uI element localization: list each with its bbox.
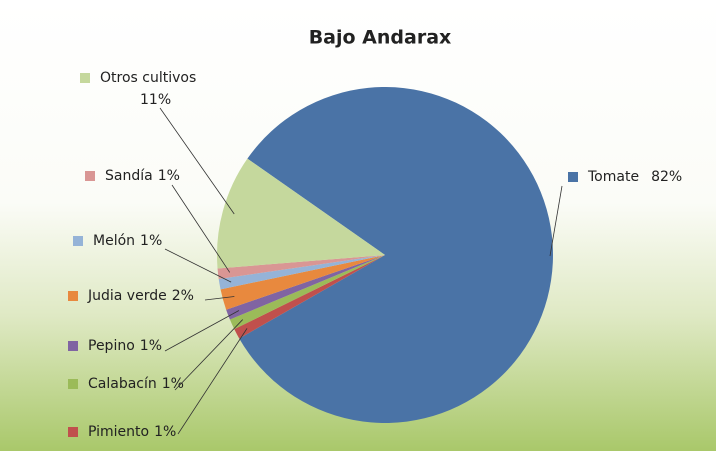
label-category: Pimiento	[88, 424, 149, 440]
data-label: Calabacín 1%	[88, 376, 184, 392]
pie-slice	[229, 255, 385, 330]
pie	[217, 87, 554, 424]
data-label: Sandía 1%	[105, 168, 180, 184]
leader-line	[177, 328, 248, 435]
data-label: Pepino 1%	[88, 338, 162, 354]
chart-title: Bajo Andarax	[309, 27, 452, 49]
leader-line	[174, 319, 244, 391]
label-value: 2%	[172, 288, 194, 304]
legend-swatch	[68, 427, 78, 437]
leader-line	[204, 296, 235, 301]
leader-line	[164, 248, 232, 283]
legend-swatch	[85, 171, 95, 181]
data-label: Tomate 82%	[587, 169, 682, 185]
label-category: Pepino	[88, 338, 135, 354]
leader-line	[159, 107, 235, 215]
legend-swatch	[68, 341, 78, 351]
label-value: 1%	[158, 168, 180, 184]
label-category: Sandía	[105, 168, 153, 184]
label-value: 1%	[140, 233, 162, 249]
data-label: Judia verde 2%	[87, 288, 194, 304]
label-category: Melón	[93, 233, 135, 249]
pie-slice	[220, 255, 385, 310]
pie-slice	[226, 255, 385, 320]
leader-line	[171, 184, 231, 273]
label-value: 11%	[140, 92, 171, 108]
label-value: 1%	[140, 338, 162, 354]
legend-swatch	[68, 379, 78, 389]
pie-slice	[239, 87, 554, 424]
leader-line	[164, 310, 240, 352]
label-category: Judia verde	[87, 288, 167, 304]
label-category: Tomate	[587, 169, 639, 185]
pie-slice	[218, 255, 385, 290]
label-value: 1%	[154, 424, 176, 440]
data-label: Otros cultivos	[100, 70, 196, 86]
label-category: Otros cultivos	[100, 70, 196, 86]
label-value: 1%	[162, 376, 184, 392]
legend-swatch	[68, 291, 78, 301]
labels: Tomate 82% Pimiento 1% Calabacín 1% Pepino 1% Ju…	[68, 70, 682, 440]
label-value: 82%	[651, 169, 682, 185]
legend-swatch	[80, 73, 90, 83]
pie-slice	[217, 255, 385, 279]
label-category: Calabacín	[88, 376, 157, 392]
pie-slice	[234, 255, 385, 339]
pie-slice	[217, 158, 385, 269]
data-label: Melón 1%	[93, 233, 162, 249]
legend-swatch	[568, 172, 578, 182]
data-label: Pimiento 1%	[88, 424, 176, 440]
leader-line	[549, 185, 563, 257]
legend-swatch	[73, 236, 83, 246]
